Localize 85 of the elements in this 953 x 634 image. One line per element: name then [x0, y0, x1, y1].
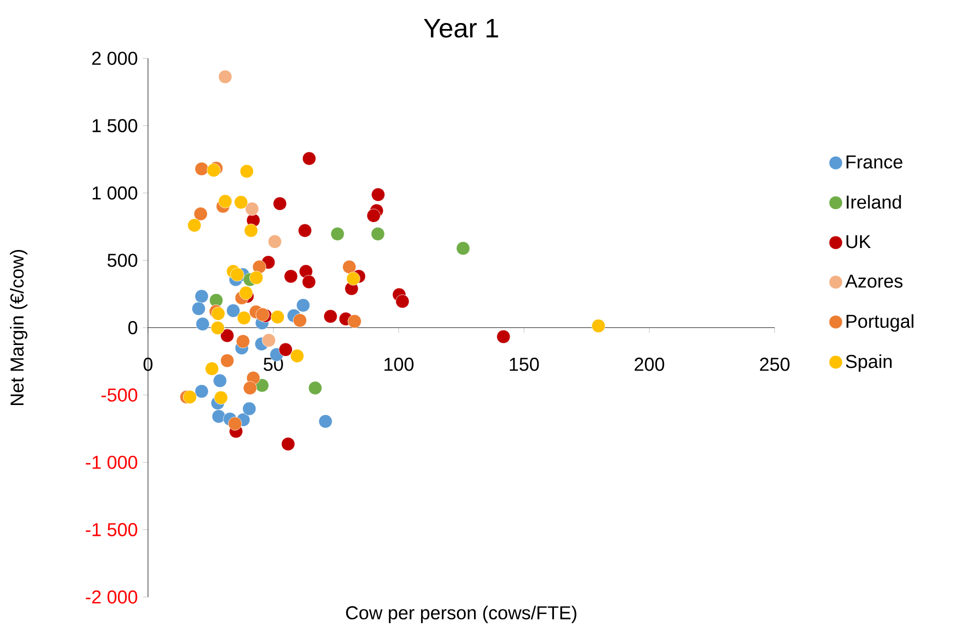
chart-title: Year 1 — [424, 19, 498, 38]
legend-label: Ireland — [846, 195, 901, 209]
point — [284, 269, 298, 284]
y-tick-label: -1 000 — [86, 456, 138, 469]
point — [293, 314, 307, 328]
y-tick-label: 1 000 — [92, 186, 138, 200]
point — [268, 234, 282, 248]
point — [192, 302, 206, 316]
point — [244, 224, 258, 238]
point — [245, 202, 259, 216]
point — [243, 381, 257, 395]
point — [592, 319, 606, 333]
point — [290, 349, 304, 363]
x-tick-label: 150 — [510, 358, 539, 371]
point — [214, 390, 228, 405]
legend-label: Azores — [845, 274, 902, 288]
point — [226, 304, 240, 318]
x-tick-label: 250 — [760, 358, 790, 371]
legend-label: UK — [846, 235, 871, 248]
point — [230, 268, 244, 282]
point — [205, 362, 219, 376]
y-tick-label: 500 — [108, 254, 138, 267]
y-tick-label: 0 — [128, 321, 138, 334]
point — [206, 163, 221, 178]
point — [209, 293, 224, 308]
point — [234, 195, 248, 210]
point — [396, 294, 410, 308]
x-tick-label: 200 — [634, 358, 664, 371]
point — [262, 333, 276, 348]
point — [240, 164, 254, 178]
point — [456, 241, 470, 256]
point — [308, 381, 322, 395]
point — [281, 437, 295, 451]
point — [370, 227, 385, 241]
point — [239, 286, 253, 300]
point — [330, 227, 344, 241]
point — [188, 218, 202, 232]
point — [296, 298, 310, 312]
point — [210, 321, 225, 335]
y-tick-label: 2 000 — [92, 52, 138, 65]
point — [211, 306, 226, 321]
legend-label: Spain — [846, 354, 892, 372]
point — [183, 390, 197, 404]
point — [220, 354, 234, 368]
point — [196, 317, 210, 331]
point — [194, 162, 209, 176]
point — [298, 224, 312, 238]
point — [194, 384, 209, 398]
point — [252, 260, 266, 274]
point — [256, 308, 270, 322]
point — [212, 410, 226, 424]
point — [213, 374, 227, 388]
point — [302, 152, 316, 166]
point — [371, 188, 385, 202]
point — [342, 260, 356, 274]
y-tick-label: -1 500 — [86, 523, 138, 536]
point — [272, 196, 287, 210]
legend-label: Portugal — [846, 314, 914, 332]
x-axis-title: Cow per person (cows/FTE) — [346, 606, 576, 624]
point — [318, 414, 332, 428]
y-tick-label: -2 000 — [86, 590, 138, 604]
legend-label: France — [846, 156, 902, 169]
point — [302, 275, 316, 289]
y-tick-label: -500 — [101, 388, 138, 402]
point — [220, 328, 234, 342]
point — [194, 206, 208, 221]
point — [228, 416, 242, 431]
point — [348, 314, 362, 328]
point — [324, 309, 338, 324]
point — [218, 194, 232, 208]
point — [218, 70, 232, 84]
x-tick-label: 100 — [384, 358, 414, 371]
point — [346, 272, 360, 286]
point — [278, 342, 292, 356]
point — [496, 330, 510, 344]
point — [236, 334, 250, 348]
point — [237, 311, 251, 325]
point — [242, 402, 256, 416]
x-tick-label: 0 — [144, 358, 152, 371]
point — [270, 310, 284, 324]
point — [194, 289, 209, 304]
point — [249, 270, 264, 285]
point — [366, 208, 380, 222]
y-axis-title: Net Margin (€/cow) — [10, 250, 28, 405]
y-tick-label: 1 500 — [92, 119, 138, 132]
